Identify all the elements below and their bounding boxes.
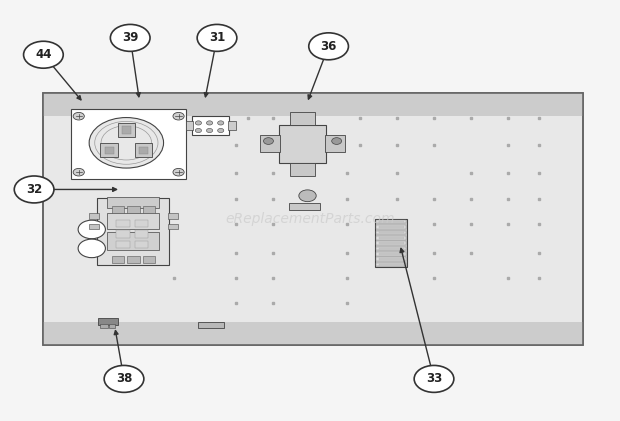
Bar [71,109,186,179]
Bar [127,256,140,263]
Bar [109,324,115,328]
Circle shape [89,117,164,168]
Bar [105,147,113,154]
Bar [122,126,131,134]
Bar [379,226,404,228]
Bar [89,224,99,229]
Bar [192,116,229,135]
Circle shape [195,128,202,133]
Bar [379,248,404,250]
Bar [112,256,124,263]
Bar [376,252,406,256]
Text: 39: 39 [122,32,138,44]
Text: 31: 31 [209,32,225,44]
Circle shape [73,112,84,120]
Circle shape [309,33,348,60]
Bar [143,256,155,263]
Bar [376,220,406,224]
Circle shape [173,168,184,176]
Circle shape [173,112,184,120]
Bar [89,213,99,219]
Circle shape [78,239,105,258]
Circle shape [206,128,213,133]
Circle shape [110,24,150,51]
Bar [228,121,236,130]
Circle shape [197,24,237,51]
Text: 44: 44 [35,48,51,61]
Circle shape [104,365,144,392]
Bar [168,213,178,219]
Bar [135,143,153,157]
Circle shape [299,190,316,202]
Bar [168,224,178,229]
Bar [375,219,407,267]
Bar [97,198,169,265]
Bar [290,163,315,176]
Circle shape [206,121,213,125]
Bar [379,242,404,244]
Bar [260,135,280,152]
Circle shape [218,121,224,125]
Bar [379,221,404,223]
Bar [100,324,108,328]
Text: 33: 33 [426,373,442,385]
Bar [100,143,118,157]
Circle shape [73,168,84,176]
Circle shape [414,365,454,392]
Bar [379,232,404,233]
Bar [376,257,406,261]
Bar [376,236,406,240]
Bar [107,232,159,250]
Bar [43,93,583,116]
Bar [116,230,130,238]
Bar [376,241,406,245]
Bar [135,241,148,248]
Bar [135,220,148,227]
Text: 38: 38 [116,373,132,385]
Bar [116,241,130,248]
Text: 36: 36 [321,40,337,53]
Bar [376,225,406,229]
Bar [116,220,130,227]
Text: eReplacementParts.com: eReplacementParts.com [225,212,395,226]
Bar [379,237,404,239]
Circle shape [332,138,342,144]
Bar [112,206,124,213]
Bar [107,213,159,229]
Text: 32: 32 [26,183,42,196]
Bar [198,322,224,328]
Circle shape [195,121,202,125]
Bar [376,231,406,234]
Bar [143,206,155,213]
Bar [127,206,140,213]
Bar [379,253,404,255]
Bar [43,322,583,345]
Bar [289,203,320,210]
Bar [43,93,583,345]
Bar [43,93,583,345]
Circle shape [264,138,273,144]
Bar [140,147,148,154]
Bar [290,112,315,125]
Circle shape [24,41,63,68]
Bar [107,197,159,208]
Bar [186,121,193,130]
Bar [135,230,148,238]
Circle shape [78,220,105,239]
Bar [379,264,404,266]
Bar [376,247,406,250]
Bar [98,318,118,325]
Bar [279,125,326,163]
Bar [376,263,406,266]
Bar [325,135,345,152]
Circle shape [14,176,54,203]
Circle shape [218,128,224,133]
Bar [118,123,135,137]
Bar [379,258,404,260]
